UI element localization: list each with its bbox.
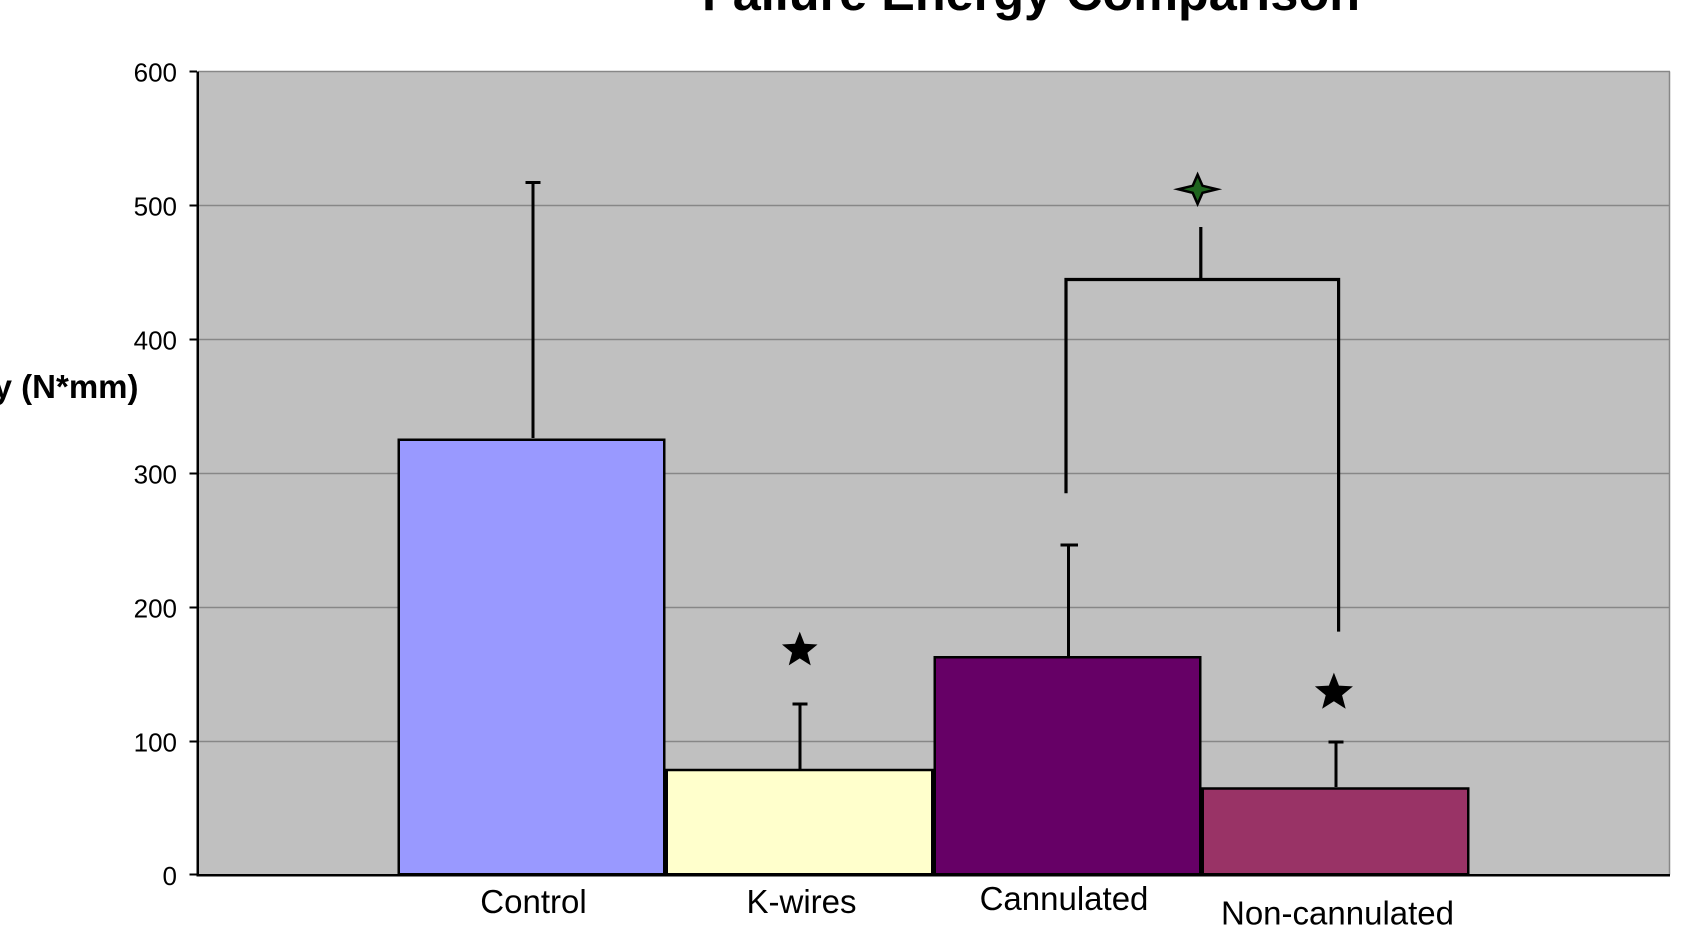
svg-text:500: 500 bbox=[134, 192, 177, 222]
svg-text:Control: Control bbox=[480, 883, 586, 920]
svg-text:600: 600 bbox=[134, 58, 177, 88]
svg-text:K-wires: K-wires bbox=[746, 883, 856, 920]
svg-text:100: 100 bbox=[134, 728, 177, 758]
svg-text:400: 400 bbox=[134, 326, 177, 356]
svg-text:0: 0 bbox=[163, 861, 177, 891]
svg-text:Failure Energy Comparison: Failure Energy Comparison bbox=[702, 0, 1360, 21]
svg-text:Cannulated: Cannulated bbox=[980, 880, 1149, 917]
svg-text:Non-cannulated: Non-cannulated bbox=[1221, 895, 1454, 932]
svg-text:300: 300 bbox=[134, 460, 177, 490]
svg-text:Failure Energy (N*mm): Failure Energy (N*mm) bbox=[0, 368, 139, 405]
svg-text:200: 200 bbox=[134, 594, 177, 624]
